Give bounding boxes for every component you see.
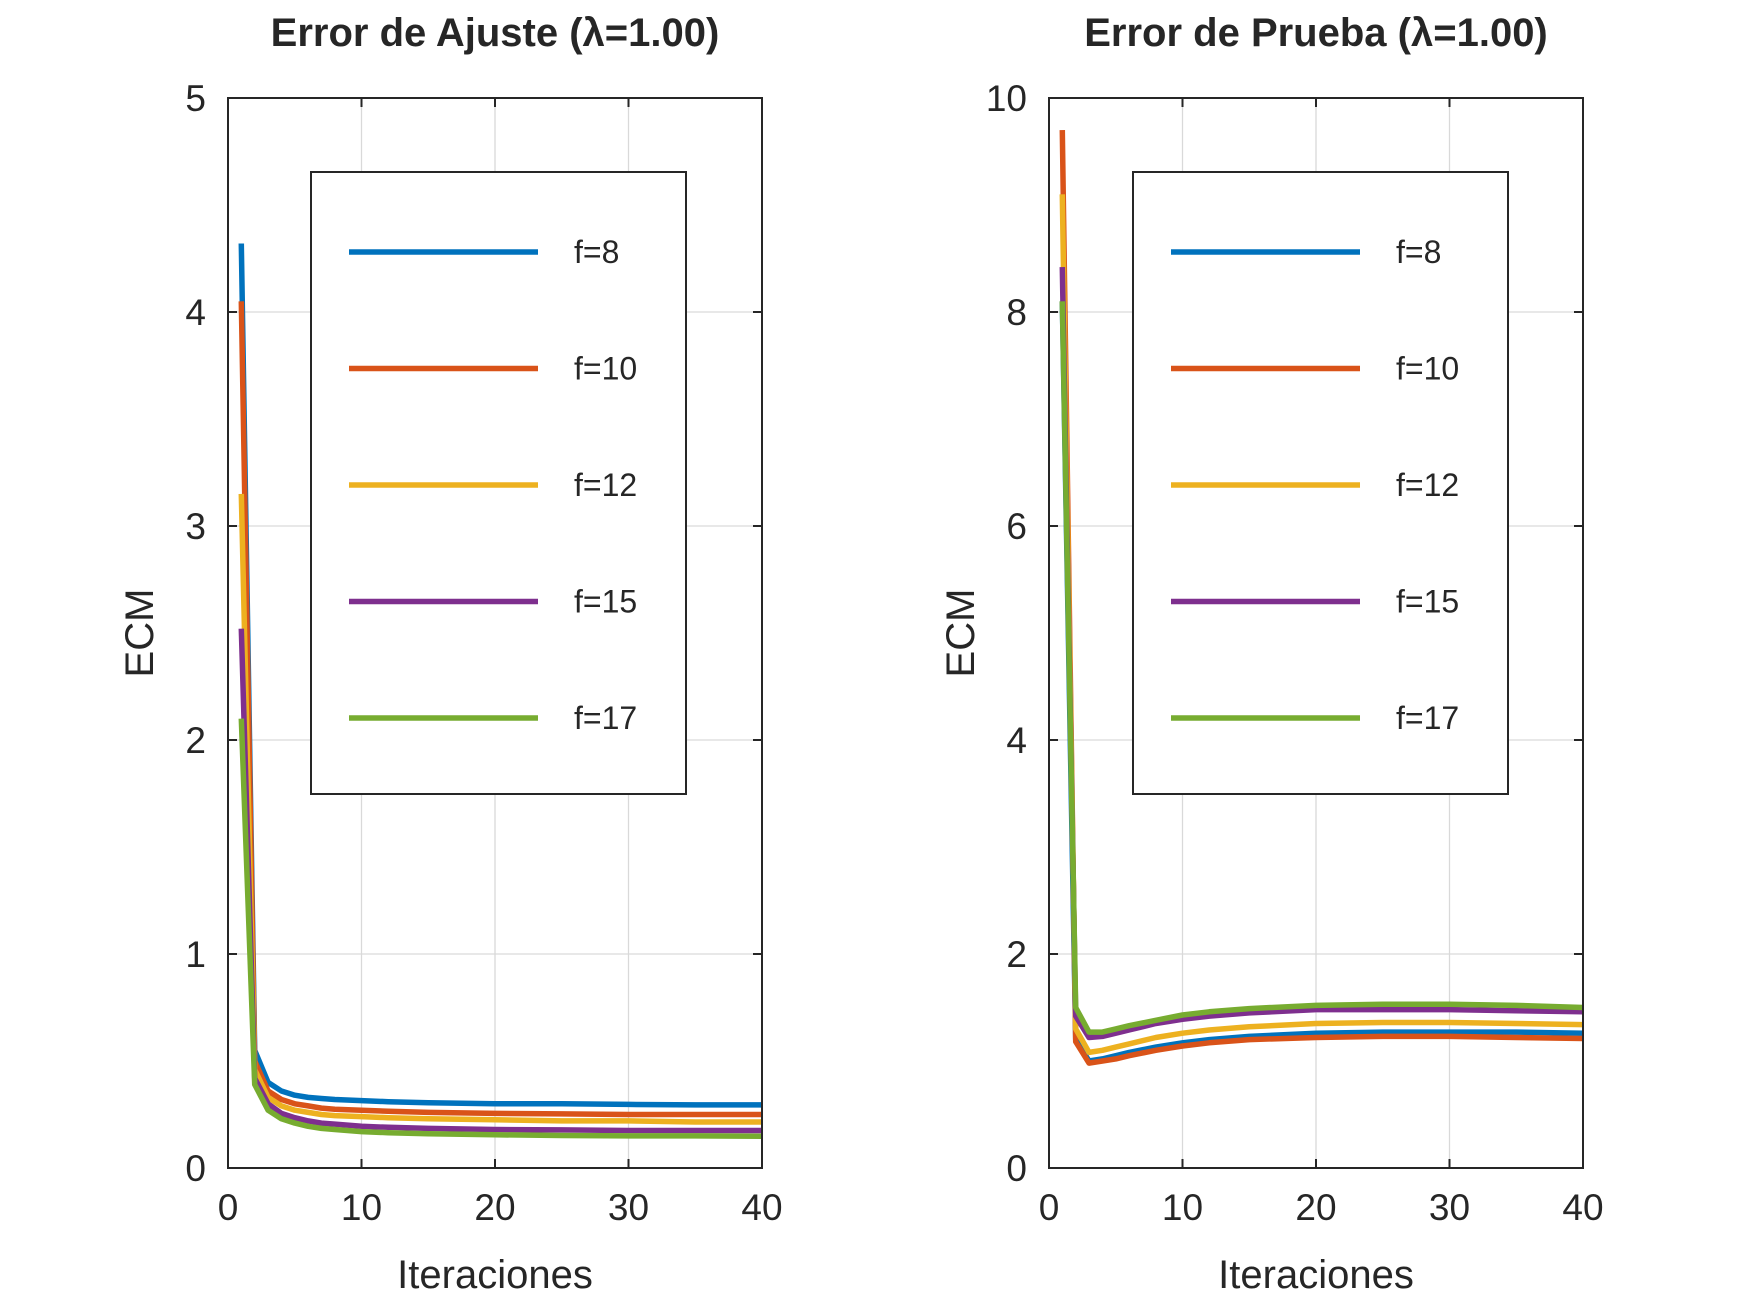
x-tick-label: 20 [474, 1187, 515, 1228]
series-line-f-17 [1059, 301, 1584, 1035]
x-tick-label: 0 [1039, 1187, 1060, 1228]
y-tick-label: 5 [185, 78, 206, 119]
tick-marks [1048, 97, 1584, 1169]
y-tick-label: 6 [1006, 506, 1027, 547]
x-tick-label: 30 [1429, 1187, 1470, 1228]
series-line-f-12 [238, 493, 762, 1125]
legend-entry-label: f=17 [574, 700, 637, 736]
y-tick-label: 3 [185, 506, 206, 547]
series-line-f-15 [1059, 267, 1584, 1041]
legend-entry-label: f=8 [574, 234, 619, 270]
y-tick-label: 0 [185, 1148, 206, 1189]
series-line-f-10 [1059, 130, 1584, 1066]
y-axis-label: ECM [939, 589, 983, 678]
tick-marks [227, 97, 763, 1169]
y-tick-label: 0 [1006, 1148, 1027, 1189]
series-line-f-17 [238, 718, 763, 1140]
y-tick-label: 4 [1006, 720, 1027, 761]
series-line-f-8 [238, 243, 762, 1108]
legend-entry-label: f=10 [1396, 351, 1459, 387]
x-axis-label: Iteraciones [1218, 1253, 1414, 1297]
y-tick-label: 2 [1006, 934, 1027, 975]
legend-entry-label: f=17 [1396, 700, 1459, 736]
x-axis-label: Iteraciones [397, 1253, 593, 1297]
tick-labels: 0 10 20 30 40 0 1 2 3 4 5 [185, 78, 782, 1228]
x-tick-label: 20 [1295, 1187, 1336, 1228]
legend-entry-label: f=8 [1396, 234, 1441, 270]
x-tick-label: 10 [1162, 1187, 1203, 1228]
legend: f=8 f=10 f=12 f=15 f=17 [310, 171, 687, 795]
legend: f=8 f=10 f=12 f=15 f=17 [1132, 171, 1509, 795]
y-tick-label: 10 [986, 78, 1027, 119]
x-tick-label: 0 [218, 1187, 239, 1228]
legend-entry-label: f=15 [1396, 584, 1459, 620]
series-lines [238, 243, 763, 1140]
y-tick-label: 2 [185, 720, 206, 761]
chart-panel-train-error: 0 10 20 30 40 0 1 2 3 4 5 Error de Ajuste (λ=1.00)… [118, 11, 783, 1297]
chart-title: Error de Prueba (λ=1.00) [1084, 11, 1548, 55]
series-line-f-15 [238, 628, 762, 1134]
tick-labels: 0 10 20 30 40 0 2 4 6 8 10 [986, 78, 1604, 1228]
y-tick-label: 8 [1006, 292, 1027, 333]
legend-entry-label: f=12 [1396, 467, 1459, 503]
y-axis-label: ECM [118, 589, 162, 678]
y-tick-label: 1 [185, 934, 206, 975]
legend-entry-label: f=12 [574, 467, 637, 503]
series-lines [1059, 130, 1584, 1066]
chart-panel-test-error: 0 10 20 30 40 0 2 4 6 8 10 Error de Prueba (λ=1.00… [939, 11, 1604, 1297]
x-tick-label: 40 [741, 1187, 782, 1228]
x-tick-label: 10 [341, 1187, 382, 1228]
x-tick-label: 40 [1562, 1187, 1603, 1228]
y-tick-label: 4 [185, 292, 206, 333]
series-line-f-12 [1059, 194, 1584, 1056]
chart-title: Error de Ajuste (λ=1.00) [271, 11, 720, 55]
legend-entry-label: f=10 [574, 351, 637, 387]
series-line-f-10 [238, 301, 762, 1118]
legend-entry-label: f=15 [574, 584, 637, 620]
x-tick-label: 30 [608, 1187, 649, 1228]
